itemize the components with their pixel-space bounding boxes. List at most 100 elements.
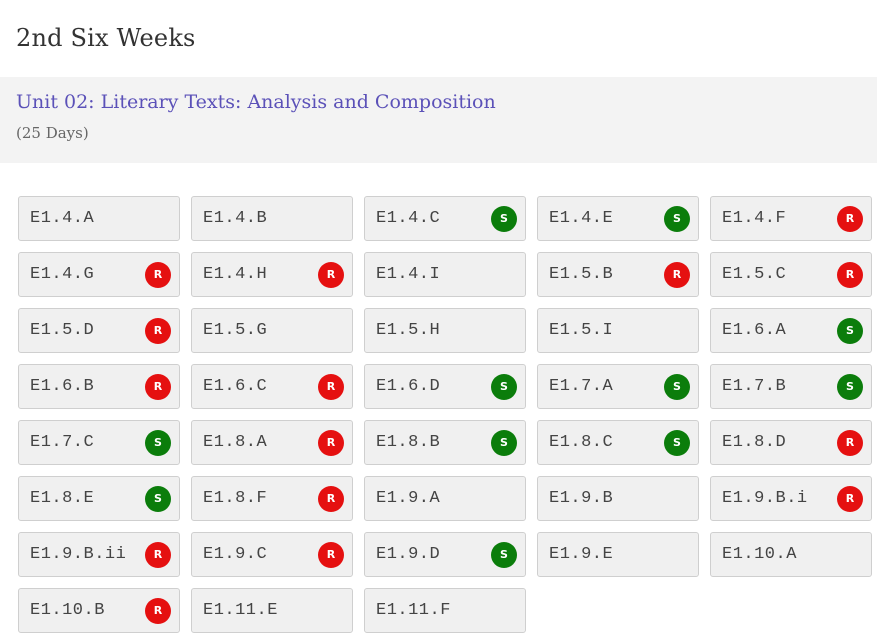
standard-code: E1.4.F <box>722 209 787 228</box>
standard-code: E1.10.B <box>30 601 105 620</box>
standard-chip[interactable]: E1.6.C R <box>191 364 353 409</box>
unit-duration: (25 Days) <box>16 124 89 142</box>
standard-chip[interactable]: E1.10.B R <box>18 588 180 633</box>
standard-chip[interactable]: E1.9.B.ii R <box>18 532 180 577</box>
standard-code: E1.9.B <box>549 489 614 508</box>
supporting-badge: S <box>664 429 690 456</box>
standard-code: E1.8.B <box>376 433 441 452</box>
page-title: 2nd Six Weeks <box>16 24 196 52</box>
standard-chip[interactable]: E1.11.F <box>364 588 526 633</box>
readiness-badge: R <box>145 317 171 344</box>
standard-chip[interactable]: E1.9.E <box>537 532 699 577</box>
standard-code: E1.8.E <box>30 489 95 508</box>
standard-chip[interactable]: E1.4.I <box>364 252 526 297</box>
standard-code: E1.6.A <box>722 321 787 340</box>
standard-code: E1.6.B <box>30 377 95 396</box>
standard-code: E1.5.I <box>549 321 614 340</box>
standard-chip[interactable]: E1.5.H <box>364 308 526 353</box>
readiness-badge: R <box>837 429 863 456</box>
standard-chip[interactable]: E1.6.D S <box>364 364 526 409</box>
standard-code: E1.9.D <box>376 545 441 564</box>
standard-code: E1.5.B <box>549 265 614 284</box>
standard-code: E1.5.C <box>722 265 787 284</box>
standard-code: E1.4.E <box>549 209 614 228</box>
standard-chip[interactable]: E1.9.D S <box>364 532 526 577</box>
standard-code: E1.8.A <box>203 433 268 452</box>
standard-code: E1.10.A <box>722 545 797 564</box>
standard-code: E1.7.A <box>549 377 614 396</box>
standard-chip[interactable]: E1.6.A S <box>710 308 872 353</box>
standard-code: E1.4.A <box>30 209 95 228</box>
standard-chip[interactable]: E1.8.E S <box>18 476 180 521</box>
standard-chip[interactable]: E1.5.D R <box>18 308 180 353</box>
supporting-badge: S <box>491 205 517 232</box>
standard-code: E1.4.I <box>376 265 441 284</box>
standard-code: E1.5.H <box>376 321 441 340</box>
standard-code: E1.9.E <box>549 545 614 564</box>
unit-title-link[interactable]: Unit 02: Literary Texts: Analysis and Co… <box>16 91 496 113</box>
standard-chip[interactable]: E1.4.F R <box>710 196 872 241</box>
standard-chip[interactable]: E1.9.C R <box>191 532 353 577</box>
standard-code: E1.4.H <box>203 265 268 284</box>
standard-chip[interactable]: E1.4.C S <box>364 196 526 241</box>
standard-code: E1.9.B.ii <box>30 545 127 564</box>
standard-code: E1.4.B <box>203 209 268 228</box>
standard-code: E1.9.B.i <box>722 489 808 508</box>
standard-code: E1.9.A <box>376 489 441 508</box>
standard-chip[interactable]: E1.5.G <box>191 308 353 353</box>
supporting-badge: S <box>491 373 517 400</box>
standard-chip[interactable]: E1.8.A R <box>191 420 353 465</box>
supporting-badge: S <box>837 373 863 400</box>
page-header: 2nd Six Weeks <box>0 0 877 77</box>
standard-chip[interactable]: E1.4.B <box>191 196 353 241</box>
standard-chip[interactable]: E1.9.A <box>364 476 526 521</box>
standard-chip[interactable]: E1.8.D R <box>710 420 872 465</box>
standard-chip[interactable]: E1.5.I <box>537 308 699 353</box>
supporting-badge: S <box>664 373 690 400</box>
readiness-badge: R <box>837 485 863 512</box>
standard-code: E1.6.D <box>376 377 441 396</box>
readiness-badge: R <box>837 205 863 232</box>
standard-chip[interactable]: E1.6.B R <box>18 364 180 409</box>
readiness-badge: R <box>664 261 690 288</box>
standard-code: E1.8.C <box>549 433 614 452</box>
supporting-badge: S <box>491 429 517 456</box>
unit-panel: Unit 02: Literary Texts: Analysis and Co… <box>0 77 877 163</box>
standard-chip[interactable]: E1.7.B S <box>710 364 872 409</box>
standard-chip[interactable]: E1.4.E S <box>537 196 699 241</box>
readiness-badge: R <box>318 429 344 456</box>
standard-code: E1.9.C <box>203 545 268 564</box>
standard-code: E1.8.D <box>722 433 787 452</box>
standard-chip[interactable]: E1.9.B.i R <box>710 476 872 521</box>
readiness-badge: R <box>145 597 171 624</box>
standard-chip[interactable]: E1.4.A <box>18 196 180 241</box>
standard-code: E1.6.C <box>203 377 268 396</box>
standard-chip[interactable]: E1.7.C S <box>18 420 180 465</box>
standard-chip[interactable]: E1.4.H R <box>191 252 353 297</box>
readiness-badge: R <box>318 373 344 400</box>
standard-chip[interactable]: E1.7.A S <box>537 364 699 409</box>
standard-code: E1.8.F <box>203 489 268 508</box>
standard-code: E1.5.G <box>203 321 268 340</box>
readiness-badge: R <box>145 541 171 568</box>
standard-code: E1.7.C <box>30 433 95 452</box>
standard-chip[interactable]: E1.4.G R <box>18 252 180 297</box>
standard-chip[interactable]: E1.8.B S <box>364 420 526 465</box>
standard-chip[interactable]: E1.5.C R <box>710 252 872 297</box>
standard-chip[interactable]: E1.10.A <box>710 532 872 577</box>
standard-chip[interactable]: E1.11.E <box>191 588 353 633</box>
standard-code: E1.7.B <box>722 377 787 396</box>
readiness-badge: R <box>145 373 171 400</box>
supporting-badge: S <box>145 429 171 456</box>
standard-code: E1.11.E <box>203 601 278 620</box>
standard-chip[interactable]: E1.5.B R <box>537 252 699 297</box>
standard-chip[interactable]: E1.9.B <box>537 476 699 521</box>
readiness-badge: R <box>145 261 171 288</box>
readiness-badge: R <box>318 485 344 512</box>
standard-chip[interactable]: E1.8.C S <box>537 420 699 465</box>
supporting-badge: S <box>491 541 517 568</box>
standard-chip[interactable]: E1.8.F R <box>191 476 353 521</box>
standard-code: E1.11.F <box>376 601 451 620</box>
readiness-badge: R <box>318 261 344 288</box>
standard-code: E1.5.D <box>30 321 95 340</box>
